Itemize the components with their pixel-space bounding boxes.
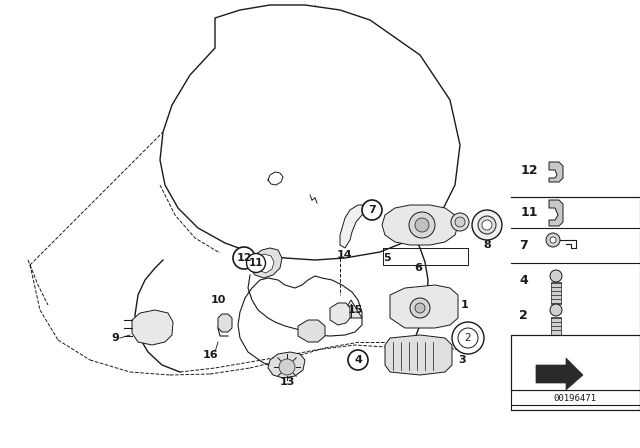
Circle shape bbox=[452, 322, 484, 354]
Polygon shape bbox=[255, 254, 274, 273]
Text: 13: 13 bbox=[279, 377, 294, 387]
Text: 2: 2 bbox=[519, 309, 528, 322]
Text: 2: 2 bbox=[465, 333, 471, 343]
Polygon shape bbox=[390, 285, 458, 328]
Circle shape bbox=[455, 217, 465, 227]
Text: 1: 1 bbox=[461, 300, 469, 310]
Text: 10: 10 bbox=[211, 295, 226, 305]
Polygon shape bbox=[218, 314, 232, 332]
Circle shape bbox=[279, 359, 295, 375]
Text: 16: 16 bbox=[202, 350, 218, 360]
Circle shape bbox=[550, 270, 562, 282]
FancyBboxPatch shape bbox=[551, 282, 561, 304]
Polygon shape bbox=[385, 335, 452, 375]
Circle shape bbox=[482, 220, 492, 230]
Text: 12: 12 bbox=[521, 164, 538, 177]
Polygon shape bbox=[298, 320, 325, 342]
Circle shape bbox=[348, 350, 368, 370]
Circle shape bbox=[410, 298, 430, 318]
Circle shape bbox=[550, 304, 562, 316]
Text: 11: 11 bbox=[249, 258, 263, 268]
Circle shape bbox=[362, 200, 382, 220]
Circle shape bbox=[451, 213, 469, 231]
Circle shape bbox=[546, 233, 560, 247]
Polygon shape bbox=[549, 200, 563, 226]
Polygon shape bbox=[536, 358, 583, 390]
Polygon shape bbox=[132, 310, 173, 345]
Text: 7: 7 bbox=[519, 238, 528, 251]
Polygon shape bbox=[549, 162, 563, 182]
Circle shape bbox=[550, 237, 556, 243]
Text: 12: 12 bbox=[236, 253, 252, 263]
Circle shape bbox=[415, 303, 425, 313]
Text: 9: 9 bbox=[111, 333, 119, 343]
Polygon shape bbox=[268, 352, 305, 378]
Text: 11: 11 bbox=[521, 206, 538, 219]
Polygon shape bbox=[340, 300, 362, 318]
Text: 3: 3 bbox=[458, 355, 466, 365]
Polygon shape bbox=[160, 5, 460, 260]
Circle shape bbox=[409, 212, 435, 238]
FancyBboxPatch shape bbox=[551, 317, 561, 335]
Text: 14: 14 bbox=[337, 250, 353, 260]
Text: 6: 6 bbox=[414, 263, 422, 273]
Text: 8: 8 bbox=[483, 240, 491, 250]
Text: 00196471: 00196471 bbox=[554, 393, 596, 402]
Circle shape bbox=[472, 210, 502, 240]
Text: 15: 15 bbox=[348, 305, 363, 315]
Circle shape bbox=[233, 247, 255, 269]
Polygon shape bbox=[250, 248, 282, 278]
Circle shape bbox=[246, 254, 266, 272]
Polygon shape bbox=[382, 205, 458, 245]
Polygon shape bbox=[340, 205, 365, 248]
Circle shape bbox=[478, 216, 496, 234]
Polygon shape bbox=[330, 303, 350, 325]
Circle shape bbox=[415, 218, 429, 232]
Text: 7: 7 bbox=[368, 205, 376, 215]
Text: 5: 5 bbox=[383, 253, 391, 263]
Text: 4: 4 bbox=[354, 355, 362, 365]
FancyBboxPatch shape bbox=[511, 335, 640, 390]
Text: 4: 4 bbox=[519, 273, 528, 287]
